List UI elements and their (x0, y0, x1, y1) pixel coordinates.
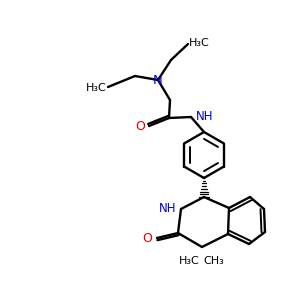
Text: N: N (153, 74, 163, 86)
Text: H₃C: H₃C (189, 38, 210, 48)
Text: NH: NH (158, 202, 176, 215)
Text: NH: NH (196, 110, 214, 124)
Text: H₃C: H₃C (86, 83, 107, 93)
Text: O: O (135, 121, 145, 134)
Text: O: O (142, 232, 152, 245)
Text: CH₃: CH₃ (204, 256, 224, 266)
Text: H₃C: H₃C (178, 256, 200, 266)
